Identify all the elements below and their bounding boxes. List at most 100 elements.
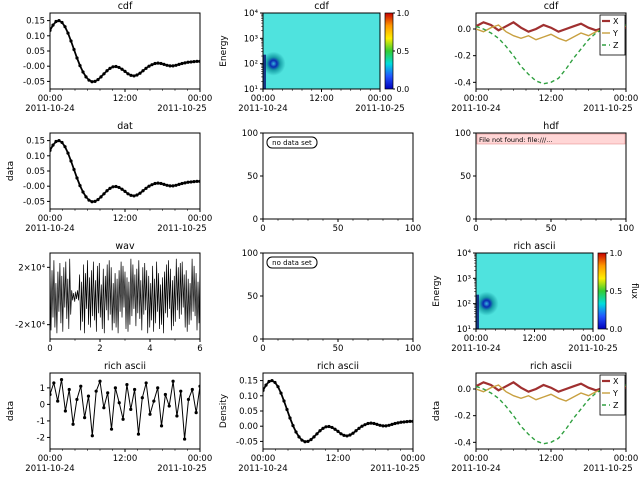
y-axis-label: Energy [432,275,442,307]
x-axis-date-start: 2011-10-24 [451,464,500,474]
subplot-richascii-spectrogram: rich ascii Energy 10⁴ 10³ 10² 10¹ 00:00 12:00 00… [426,240,639,360]
x-tick-label: 12:00 [539,94,564,104]
spectrogram-edge-patch [476,294,479,329]
colorbar-tick-label: 0.5 [610,287,623,296]
subplot-cdf-vector-xyz: cdf 0.0 -0.2 -0.4 00:00 12:00 00:00 2011-10-24 2… [426,0,639,120]
x-axis-date-end: 2011-10-25 [157,224,206,234]
x-tick-label: 50 [333,224,344,234]
y-tick-label: 100 [242,249,258,259]
spectrogram-edge-patch [263,54,266,89]
empty-plot-canvas-2[interactable]: 100 50 00 50 100 no data set [213,240,426,360]
x-tick-label: 100 [405,224,421,234]
y-tick-label: 0.15 [239,377,258,387]
y-tick-label: -1 [37,417,45,427]
y-tick-label: 1 [40,384,45,394]
legend-entry-label: Z [613,401,619,410]
spectrogram [476,253,593,329]
colorbar [384,12,394,90]
y-axis-label: data [6,161,16,181]
plot-title: rich ascii [513,241,555,252]
y-tick-label: 50 [247,292,258,302]
y-tick-label: 10² [457,300,471,310]
y-tick-label: 10⁴ [244,9,259,19]
x-tick-label: 6 [197,344,202,354]
x-tick-label: 00:00 [38,454,63,464]
plot-content [263,379,413,444]
legend-entry-label: Y [612,389,618,398]
y-axis-label: data [432,401,442,421]
y-tick-label: -0.2 [454,412,471,422]
y-tick-label: 0.10 [239,392,258,402]
richascii-vector-canvas[interactable]: rich ascii data 0.0 -0.2 -0.4 00:00 12:00 00:00… [426,360,639,480]
x-tick-label: 00:00 [368,94,393,104]
plot-frame [475,132,627,220]
colorbar-tick-label: 0.0 [610,325,623,334]
x-tick-label: 12:00 [113,214,138,224]
y-tick-label: 10¹ [244,85,258,95]
x-axis-date-start: 2011-10-24 [238,464,287,474]
x-axis-date-start: 2011-10-24 [25,464,74,474]
empty-plot-canvas-1[interactable]: 100 50 00 50 100 no data set [213,120,426,240]
x-tick-label: 2 [97,344,102,354]
x-tick-label: 00:00 [251,454,276,464]
x-axis-date-end: 2011-10-25 [370,464,419,474]
plot-title: rich ascii [530,361,572,372]
y-tick-label: 0 [40,400,45,410]
x-tick-label: 0 [473,224,478,234]
error-text: File not found: file:///... [479,136,552,144]
x-tick-label: 00:00 [614,454,639,464]
plot-title: dat [117,121,133,132]
colorbar-tick-label: 0.0 [397,85,410,94]
plot-frame [49,12,201,90]
y-tick-label: 0.05 [239,407,258,417]
x-tick-label: 0 [260,224,265,234]
plot-content [50,139,200,204]
y-tick-label: 0 [253,215,258,225]
x-axis-date-start: 2011-10-24 [25,104,74,114]
data-series [50,379,200,440]
y-tick-label: 50 [247,172,258,182]
plot-content [50,258,200,334]
x-axis-date-end: 2011-10-25 [568,344,617,354]
x-tick-label: 0 [47,344,52,354]
plot-frame [262,372,414,450]
spectrogram-blob [263,51,286,76]
plot-content [50,19,200,84]
y-axis-label: data [6,401,16,421]
x-axis-date-start: 2011-10-24 [25,224,74,234]
wav-waveform-canvas[interactable]: wav 2×10⁴ -2×10⁴ 0 2 4 6 [0,240,213,360]
x-tick-label: 00:00 [401,454,426,464]
no-data-text: no data set [272,139,312,147]
richascii-density-canvas[interactable]: rich ascii Density 0.15 0.10 0.05 0.00 -0.05 00… [213,360,426,480]
x-axis-date-end: 2011-10-25 [157,104,206,114]
plot-title: hdf [543,121,559,132]
subplot-cdf-spectrogram: cdf Energy 10⁴ 10³ 10² 10¹ 00:00 12:00 00:00 2011… [213,0,426,120]
subplot-empty-top: 100 50 0 0 50 100 no data set [213,120,426,240]
x-tick-label: 50 [333,344,344,354]
plot-title: rich ascii [317,361,359,372]
y-tick-label: -0.4 [454,78,471,88]
dat-timeseries-canvas[interactable]: dat data 0.15 0.10 0.05 -0.00 -0.05 00:00 12:00 0… [0,120,213,240]
x-tick-label: 0 [260,344,265,354]
x-tick-label: 00:00 [38,94,63,104]
spectrogram [263,13,380,89]
hdf-error-canvas[interactable]: hdf 100 50 00 50 100 File not found: file:///.… [426,120,639,240]
y-tick-label: -2×10⁴ [15,321,45,331]
y-tick-label: 0.10 [26,152,45,162]
y-tick-label: 0.15 [26,137,45,147]
x-tick-label: 00:00 [464,94,489,104]
x-axis-date-end: 2011-10-25 [355,104,404,114]
cdf-timeseries-canvas[interactable]: cdf 0.15 0.10 0.05 -0.00 -0.05 00:00 12:00 00:00… [0,0,213,120]
x-tick-label: 00:00 [251,94,276,104]
colorbar-tick-label: 1.0 [397,9,410,18]
x-tick-label: 00:00 [614,94,639,104]
y-tick-label: 50 [460,172,471,182]
x-tick-label: 100 [405,344,421,354]
spectrogram-blob [476,291,499,316]
x-tick-label: 00:00 [464,334,489,344]
